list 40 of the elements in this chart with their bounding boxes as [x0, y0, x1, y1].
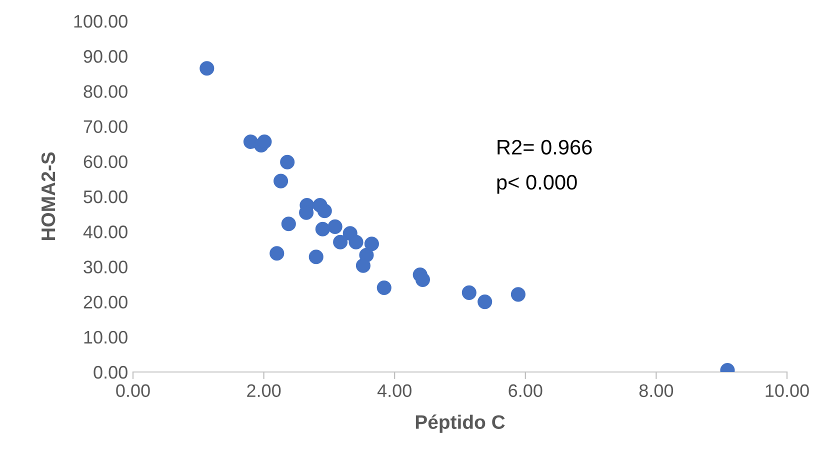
x-axis-title: Péptido C: [416, 414, 505, 433]
y-tick-label: 80.00: [84, 85, 128, 98]
point: [315, 222, 330, 236]
annotation: p< 0.000: [497, 174, 577, 194]
y-tick-label: 10.00: [84, 330, 128, 344]
x-tick-label: 10.00: [766, 384, 809, 398]
point: [348, 234, 364, 250]
point: [257, 134, 272, 150]
point: [308, 250, 324, 264]
y-tick-label: 60.00: [84, 155, 128, 168]
y-tick-label: 90.00: [84, 50, 128, 63]
y-tick-label: 50.00: [84, 190, 128, 204]
x-tick-label: 0.00: [116, 384, 150, 398]
y-tick-label: 0.00: [94, 366, 128, 379]
y-tick-label: 40.00: [83, 226, 128, 238]
point: [415, 272, 430, 287]
point: [274, 174, 288, 188]
point: [478, 294, 492, 310]
y-tick-label: 30.00: [84, 260, 128, 274]
y-tick-label: 20.00: [84, 296, 128, 309]
x-tick-label: 8.00: [639, 384, 674, 398]
annotation: R2= 0.966: [498, 140, 592, 155]
x-tick-label: 4.00: [377, 384, 412, 398]
point: [200, 61, 214, 76]
point: [333, 234, 348, 250]
point: [356, 258, 370, 273]
point: [270, 246, 284, 261]
point: [317, 204, 332, 218]
point: [364, 236, 379, 252]
point: [280, 154, 295, 170]
point: [462, 285, 476, 300]
point: [376, 280, 392, 296]
point: [510, 287, 526, 302]
y-axis-title: HOMA2-S: [41, 152, 56, 240]
y-tick-label: 70.00: [84, 120, 128, 134]
x-tick-label: 2.00: [247, 384, 281, 398]
y-tick-label: 100.00: [74, 14, 128, 28]
x-tick-label: 6.00: [508, 384, 542, 398]
point: [281, 216, 296, 232]
point: [328, 219, 342, 234]
